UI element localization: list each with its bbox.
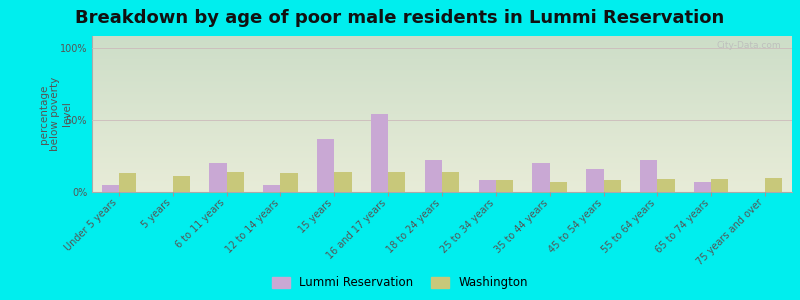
Bar bbox=[550, 182, 567, 192]
Bar bbox=[102, 185, 119, 192]
Text: 18 to 24 years: 18 to 24 years bbox=[385, 198, 442, 255]
Bar bbox=[226, 172, 244, 192]
Y-axis label: percentage
below poverty
level: percentage below poverty level bbox=[39, 77, 72, 151]
Text: 12 to 14 years: 12 to 14 years bbox=[223, 198, 281, 255]
Bar bbox=[119, 173, 136, 192]
Bar bbox=[694, 182, 711, 192]
Text: 6 to 11 years: 6 to 11 years bbox=[174, 198, 226, 250]
Bar bbox=[334, 172, 351, 192]
Text: 65 to 74 years: 65 to 74 years bbox=[654, 198, 711, 255]
Bar bbox=[371, 114, 388, 192]
Text: Breakdown by age of poor male residents in Lummi Reservation: Breakdown by age of poor male residents … bbox=[75, 9, 725, 27]
Bar bbox=[210, 163, 226, 192]
Text: 45 to 54 years: 45 to 54 years bbox=[546, 198, 603, 255]
Bar bbox=[478, 180, 496, 192]
Bar bbox=[496, 180, 513, 192]
Legend: Lummi Reservation, Washington: Lummi Reservation, Washington bbox=[267, 272, 533, 294]
Text: 25 to 34 years: 25 to 34 years bbox=[438, 198, 496, 255]
Bar bbox=[765, 178, 782, 192]
Text: City-Data.com: City-Data.com bbox=[717, 41, 782, 50]
Bar bbox=[425, 160, 442, 192]
Bar bbox=[533, 163, 550, 192]
Text: 35 to 44 years: 35 to 44 years bbox=[493, 198, 550, 255]
Bar bbox=[442, 172, 459, 192]
Text: 55 to 64 years: 55 to 64 years bbox=[600, 198, 658, 255]
Text: Under 5 years: Under 5 years bbox=[63, 198, 119, 253]
Bar bbox=[711, 179, 729, 192]
Text: 15 years: 15 years bbox=[298, 198, 334, 235]
Bar bbox=[586, 169, 603, 192]
Bar bbox=[317, 139, 334, 192]
Text: 16 and 17 years: 16 and 17 years bbox=[325, 198, 388, 261]
Bar bbox=[281, 173, 298, 192]
Text: 5 years: 5 years bbox=[140, 198, 173, 230]
Bar bbox=[603, 180, 621, 192]
Bar bbox=[640, 160, 658, 192]
Bar bbox=[263, 185, 281, 192]
Text: 75 years and over: 75 years and over bbox=[695, 198, 765, 267]
Bar bbox=[658, 179, 674, 192]
Bar bbox=[388, 172, 406, 192]
Bar bbox=[173, 176, 190, 192]
